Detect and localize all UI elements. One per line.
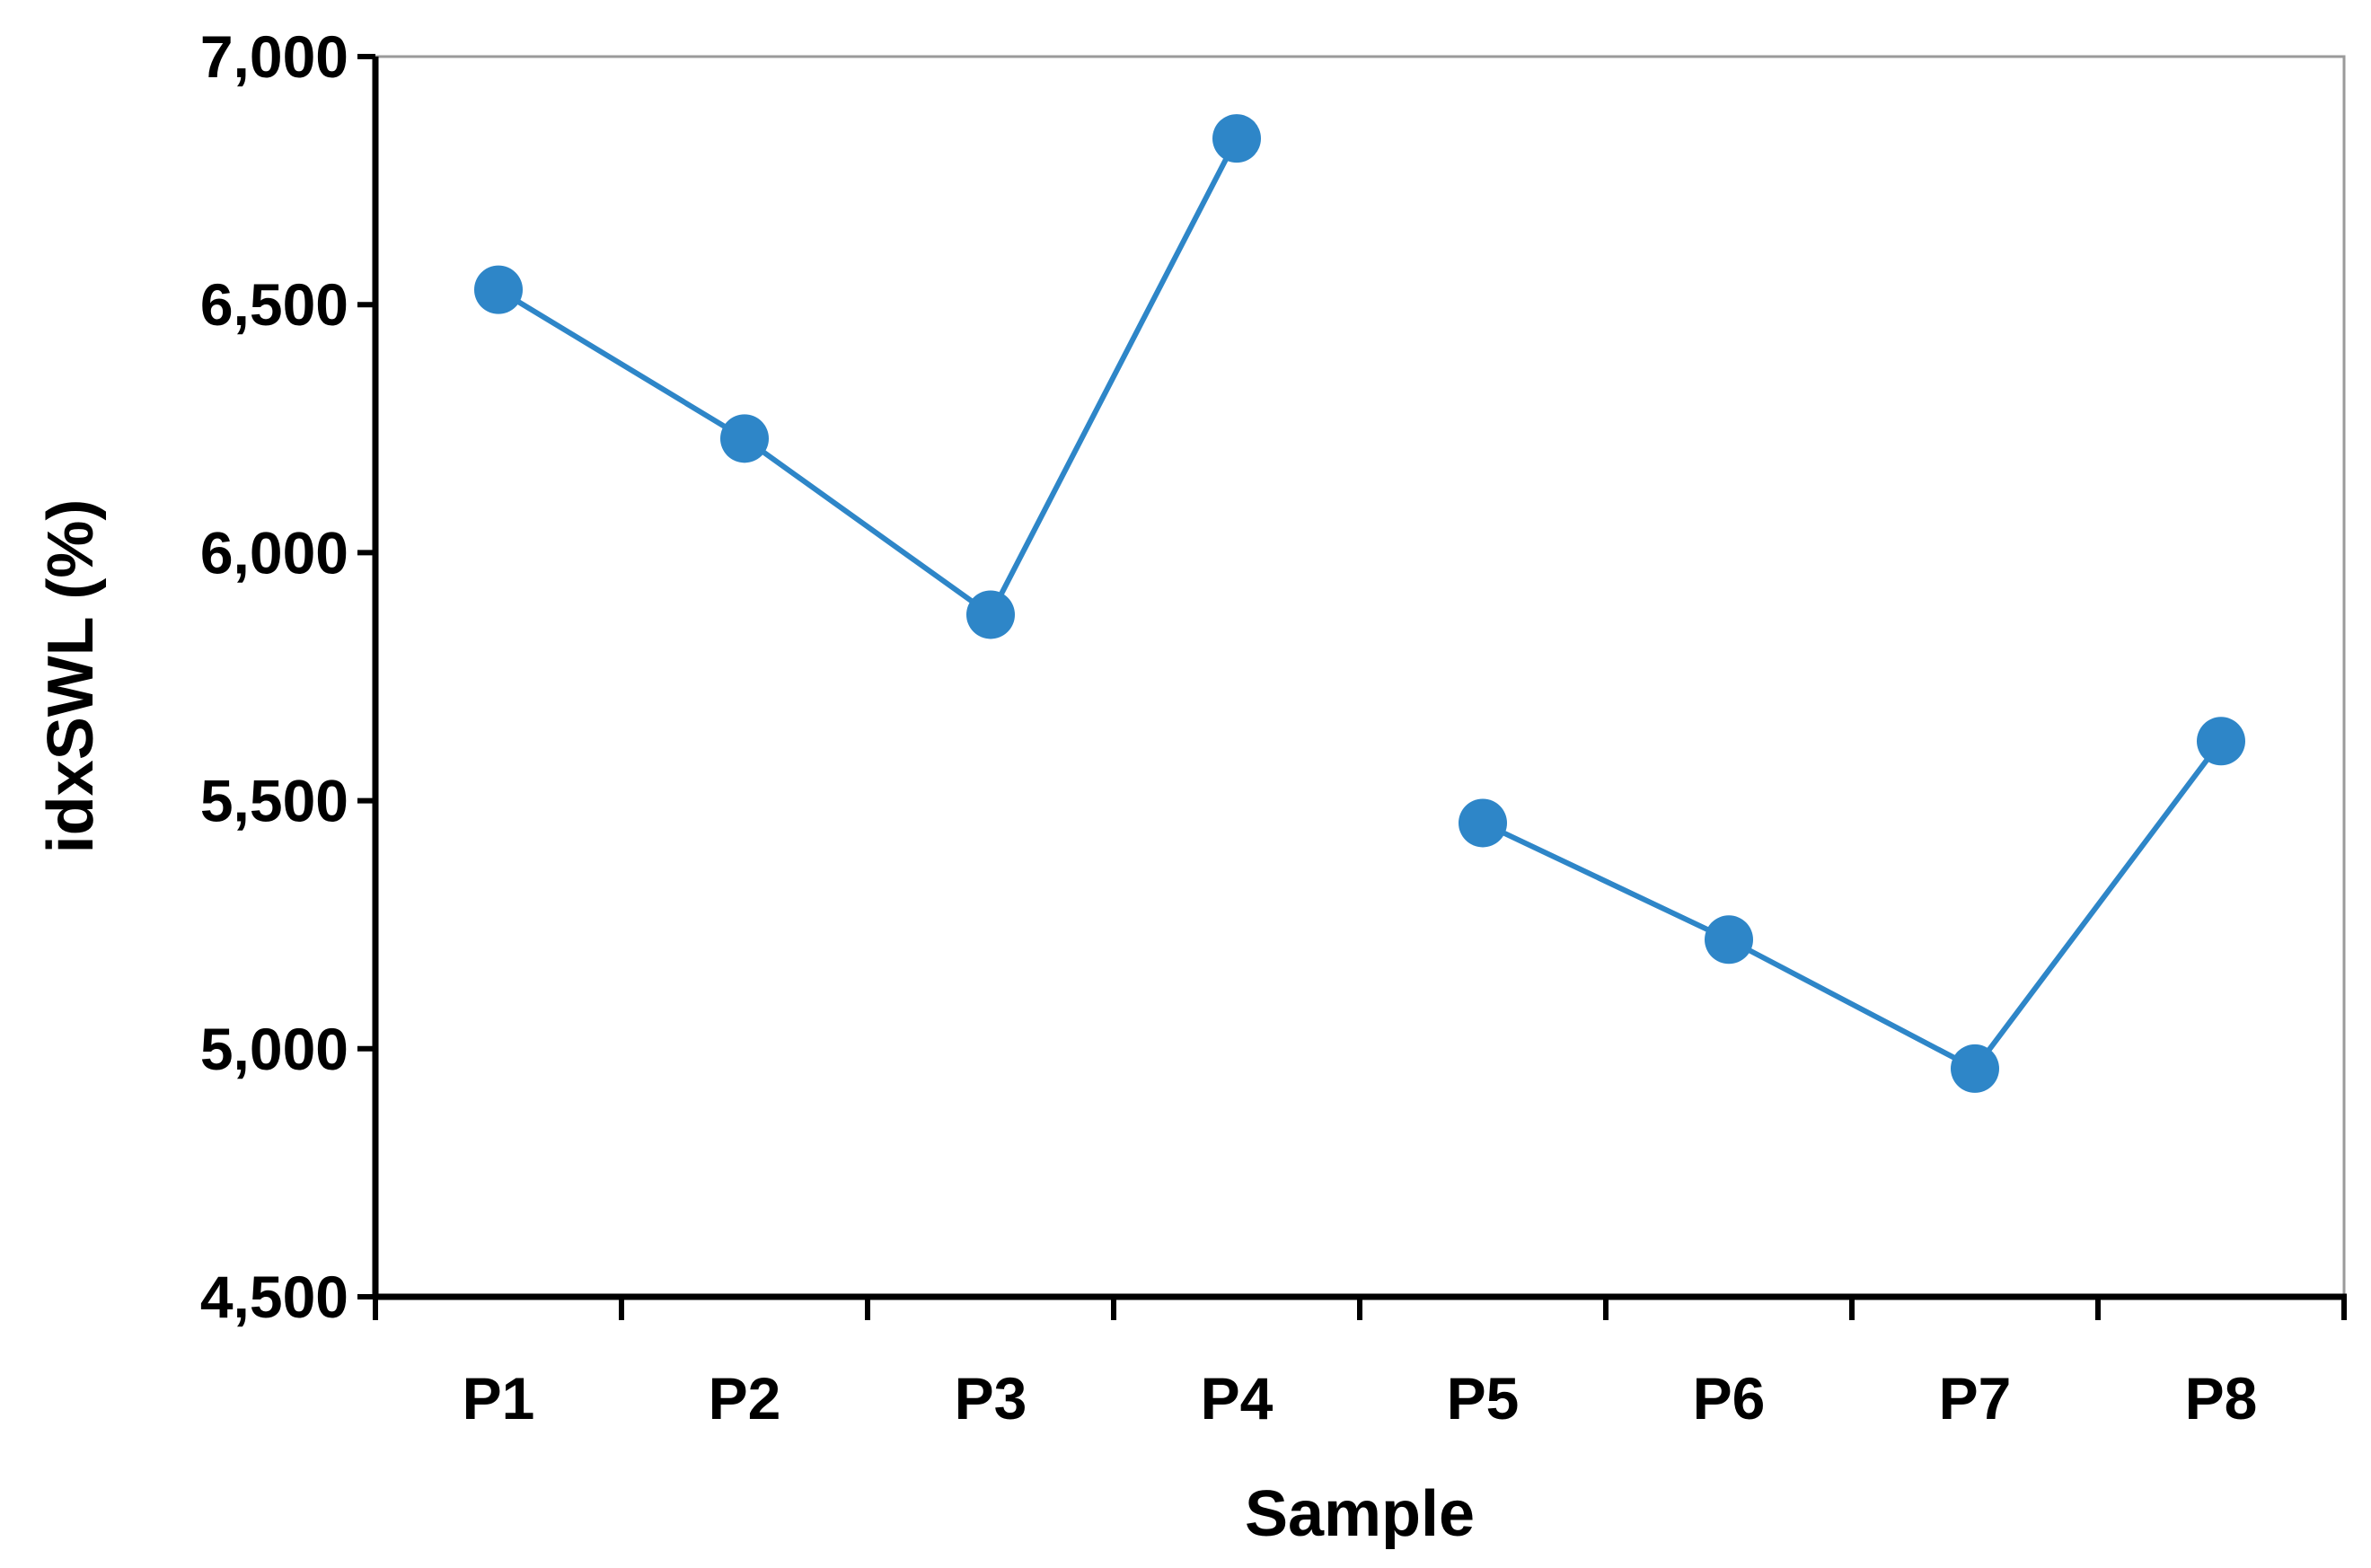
y-tick-label: 6,500 [200,271,348,338]
x-axis: P1 P2 P3 P4 P5 P6 P7 P8 [373,1293,2347,1431]
data-point-p6 [1705,915,1753,965]
y-axis: 4,500 5,000 5,500 6,000 6,500 7,000 [200,23,379,1330]
y-tick-label: 6,000 [200,519,348,586]
series-line-segment [1481,739,2224,1071]
x-axis-title: Sample [1245,1478,1475,1550]
data-point-p3 [966,590,1015,639]
x-tick-label: P7 [1939,1365,2012,1431]
x-tick-label: P2 [709,1365,781,1431]
x-tick-label: P6 [1693,1365,1766,1431]
y-tick-label: 4,500 [200,1264,348,1330]
x-tick-label: P1 [463,1365,535,1431]
data-point-p8 [2197,717,2245,766]
data-point-p4 [1212,114,1261,163]
data-point-p7 [1951,1044,1999,1093]
series-points [474,114,2245,1093]
y-tick-label: 5,500 [200,768,348,834]
x-tick-label: P3 [955,1365,1027,1431]
series-line-segment [497,137,1239,618]
series-lines [497,137,2224,1071]
x-tick-label: P8 [2185,1365,2258,1431]
data-point-p1 [474,265,523,314]
x-tick-label: P4 [1201,1365,1274,1431]
y-tick-label: 5,000 [200,1016,348,1082]
data-point-p5 [1459,798,1507,848]
y-axis-title: idxSWL (%) [35,499,107,854]
y-tick-label: 7,000 [200,23,348,90]
x-tick-label: P5 [1447,1365,1520,1431]
data-point-p2 [720,414,769,463]
plot-frame [374,55,2346,1299]
